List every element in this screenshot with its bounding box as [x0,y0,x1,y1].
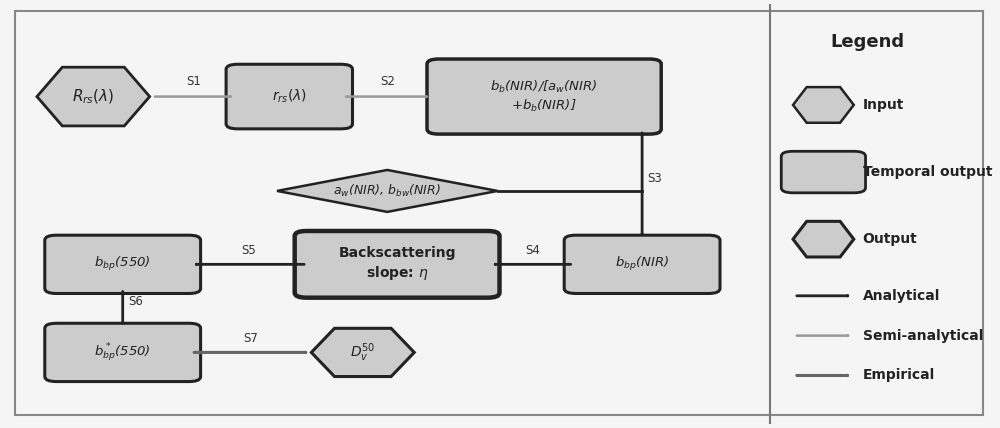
Text: Legend: Legend [830,33,905,51]
FancyBboxPatch shape [45,235,201,294]
Text: $R_{rs}(\lambda)$: $R_{rs}(\lambda)$ [72,87,115,106]
Polygon shape [793,87,854,123]
Polygon shape [311,328,414,377]
Text: Semi-analytical: Semi-analytical [863,329,983,343]
Text: $b_{bp}$(550): $b_{bp}$(550) [94,256,151,273]
Text: $b_b$(NIR)/[$a_w$(NIR)
$+b_b$(NIR)]: $b_b$(NIR)/[$a_w$(NIR) $+b_b$(NIR)] [490,79,598,114]
FancyBboxPatch shape [427,59,661,134]
Text: $b_{bp}^*$(550): $b_{bp}^*$(550) [94,341,151,363]
Text: S4: S4 [525,244,540,257]
Text: S6: S6 [128,295,143,308]
Text: $r_{rs}(\lambda)$: $r_{rs}(\lambda)$ [272,88,307,105]
Polygon shape [37,67,150,126]
Text: Empirical: Empirical [863,369,935,383]
Text: S5: S5 [242,244,256,257]
Text: Analytical: Analytical [863,289,940,303]
FancyBboxPatch shape [295,231,500,298]
FancyBboxPatch shape [781,151,866,193]
FancyBboxPatch shape [226,64,353,129]
Polygon shape [793,221,854,257]
Text: $D_v^{50}$: $D_v^{50}$ [350,341,375,364]
Text: S3: S3 [647,172,662,184]
Text: S7: S7 [244,332,259,345]
FancyBboxPatch shape [45,323,201,382]
Text: $a_w$(NIR), $b_{bw}$(NIR): $a_w$(NIR), $b_{bw}$(NIR) [333,183,441,199]
FancyBboxPatch shape [564,235,720,294]
Text: S2: S2 [380,75,395,88]
Polygon shape [277,170,498,212]
Text: Backscattering
slope: $\eta$: Backscattering slope: $\eta$ [338,247,456,282]
Text: $b_{bp}$(NIR): $b_{bp}$(NIR) [615,256,669,273]
Text: Temporal output: Temporal output [863,165,992,179]
Text: Output: Output [863,232,917,246]
Text: S1: S1 [186,75,201,88]
Text: Input: Input [863,98,904,112]
